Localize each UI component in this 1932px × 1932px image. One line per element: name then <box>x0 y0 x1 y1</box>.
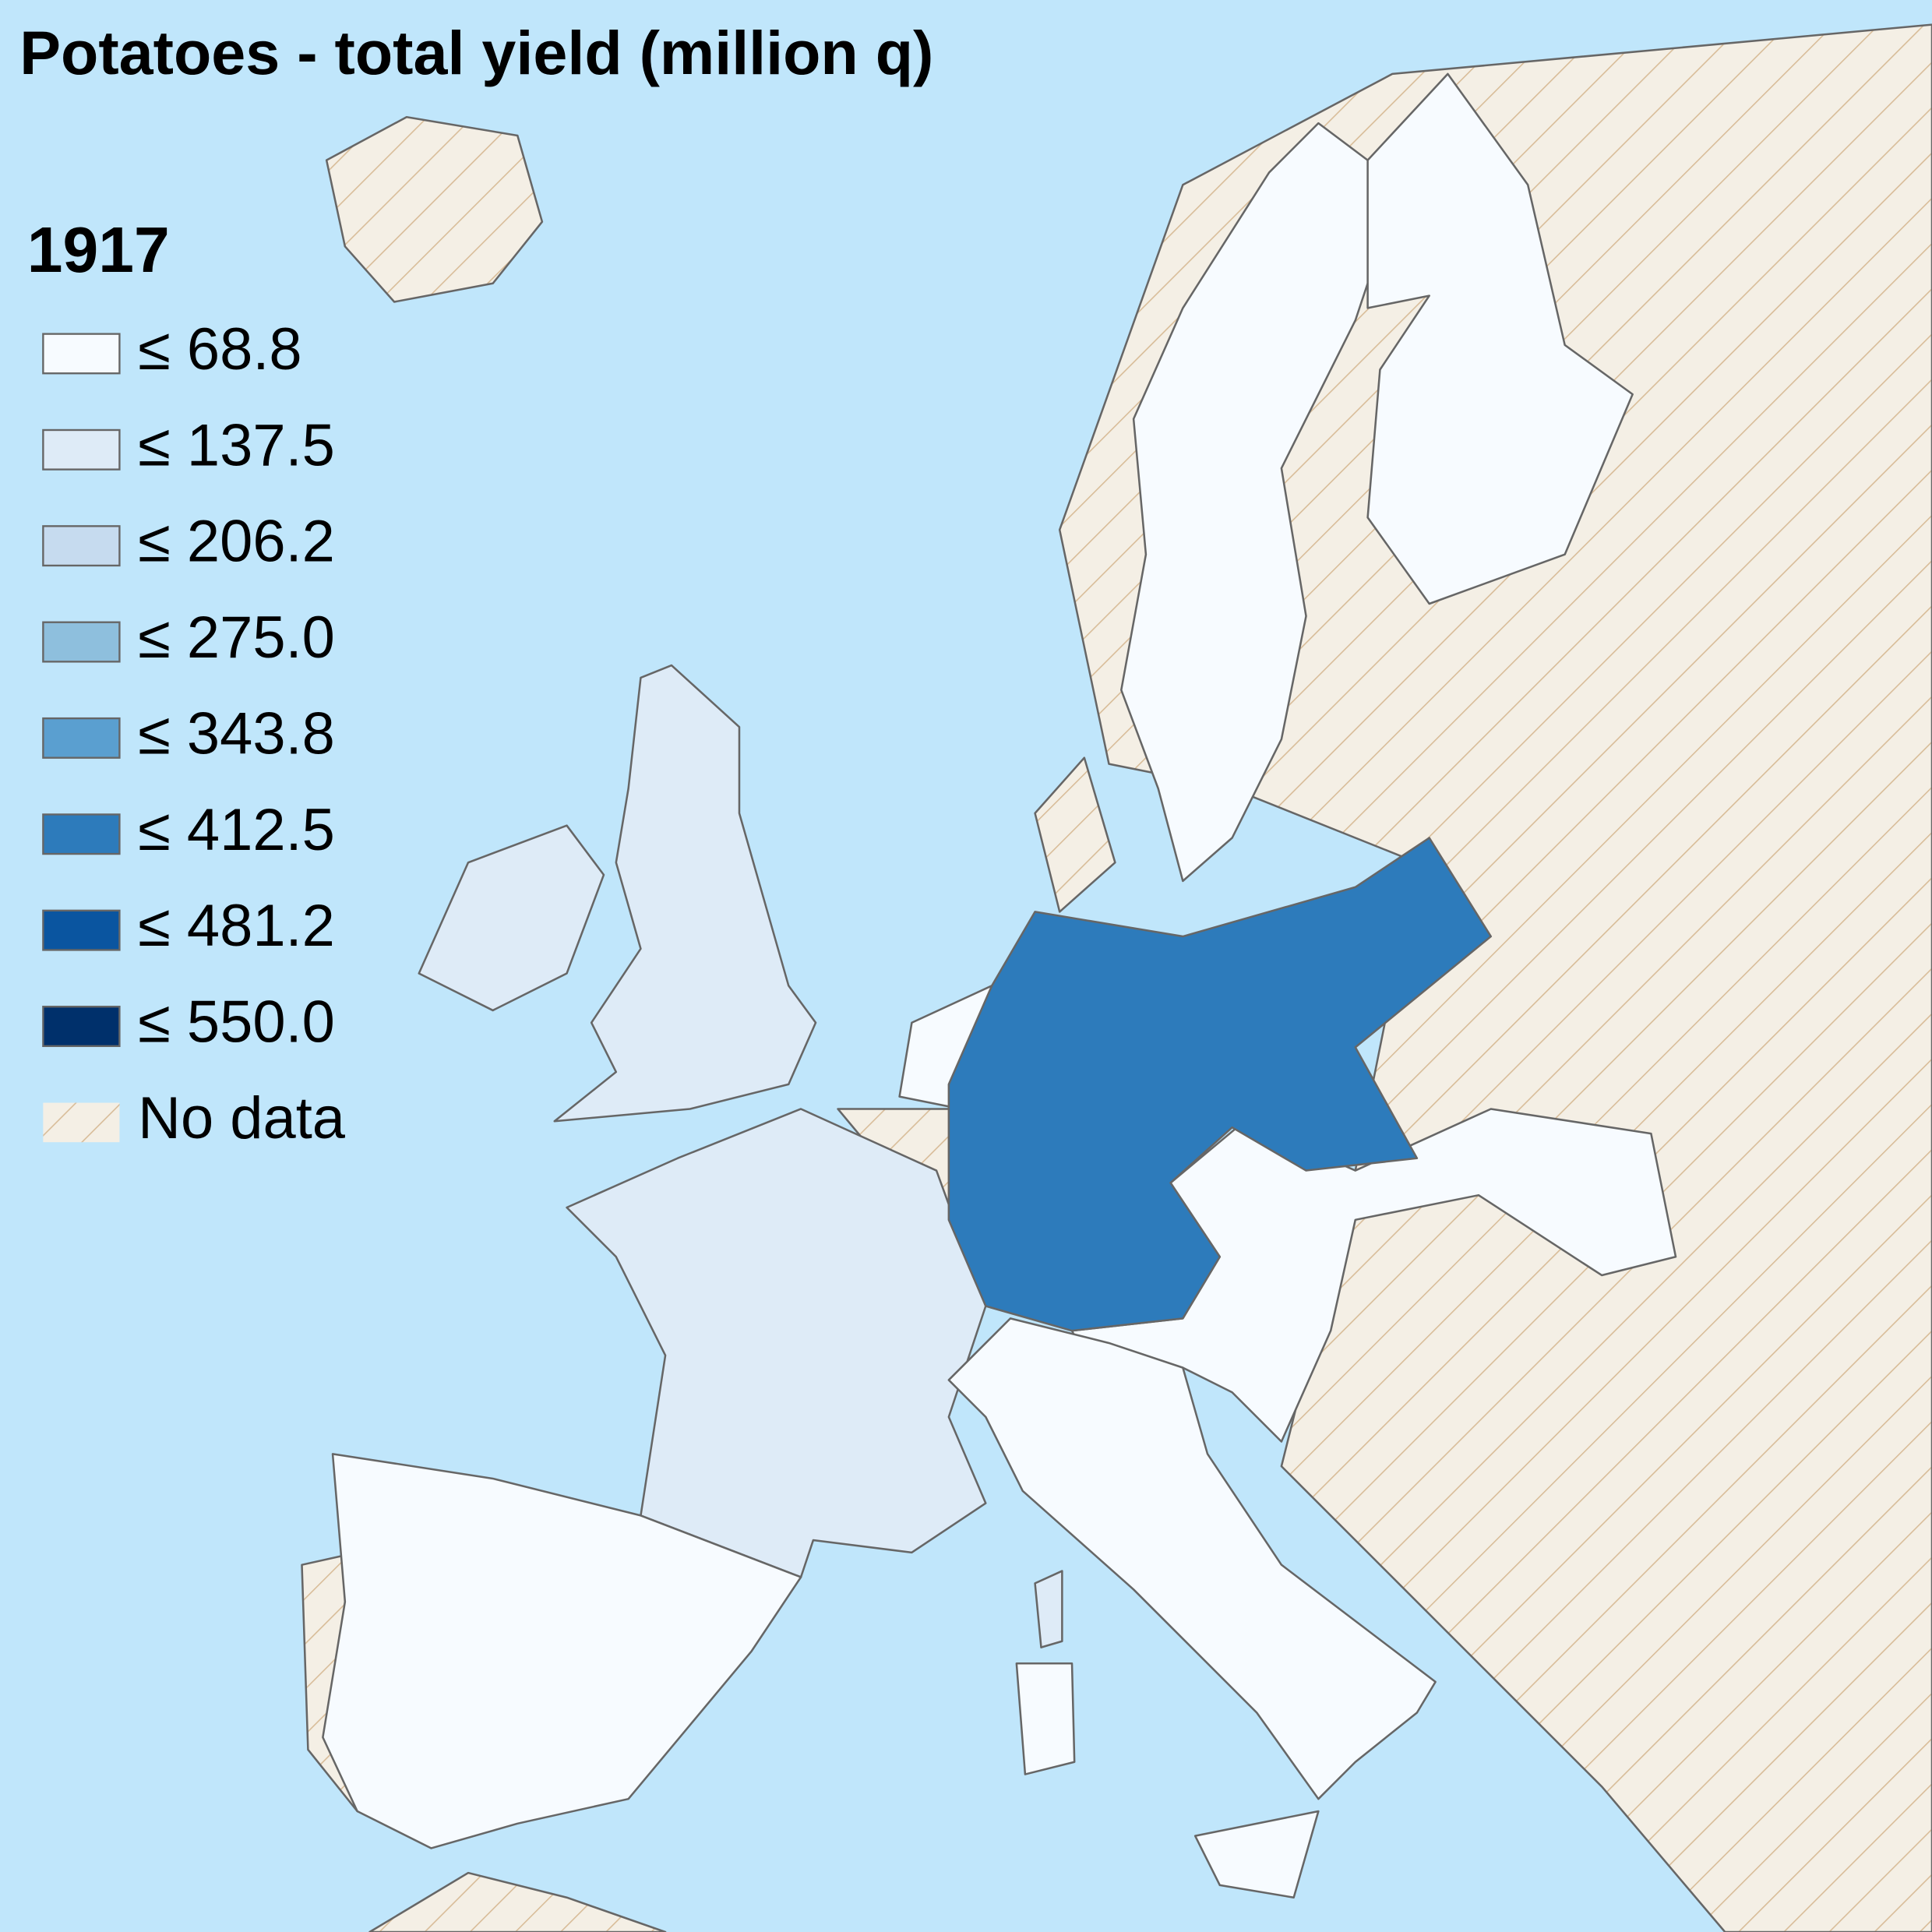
legend-label: ≤ 206.2 <box>138 509 335 575</box>
regions <box>301 23 1932 1932</box>
legend-label: ≤ 550.0 <box>138 989 335 1056</box>
region <box>947 1317 1437 1800</box>
region <box>1366 72 1634 605</box>
region <box>947 837 1493 1332</box>
no-data-region <box>325 115 544 303</box>
map-title: Potatoes - total yield (million q) <box>19 18 933 87</box>
legend-swatch <box>42 428 121 471</box>
year-label: 1917 <box>27 215 170 286</box>
legend-label: ≤ 137.5 <box>138 412 335 478</box>
region <box>1193 1810 1320 1899</box>
region <box>322 1453 802 1849</box>
legend-swatch <box>42 525 121 567</box>
legend-swatch <box>42 909 121 951</box>
legend-swatch <box>42 813 121 855</box>
legend: ≤ 68.8 ≤ 137.5 ≤ 206.2 ≤ 275.0 ≤ 343.8 ≤ 412.… <box>42 316 346 1151</box>
no-data-region <box>368 1871 667 1932</box>
legend-swatch <box>42 333 121 375</box>
legend-swatch <box>42 621 121 663</box>
legend-label: ≤ 412.5 <box>138 797 335 863</box>
legend-swatch <box>42 717 121 759</box>
region <box>1034 1570 1063 1648</box>
legend-swatch <box>43 1102 120 1143</box>
legend-label: ≤ 343.8 <box>138 700 335 767</box>
legend-label: ≤ 68.8 <box>138 316 301 383</box>
region <box>1015 1662 1076 1775</box>
legend-swatch <box>42 1006 121 1047</box>
region <box>566 1108 987 1578</box>
legend-label: ≤ 481.2 <box>138 893 335 959</box>
legend-label: No data <box>138 1085 346 1151</box>
no-data-region <box>1034 756 1116 913</box>
region <box>1120 122 1381 883</box>
legend-label: ≤ 275.0 <box>138 605 335 671</box>
region <box>553 664 817 1123</box>
region <box>418 824 605 1012</box>
